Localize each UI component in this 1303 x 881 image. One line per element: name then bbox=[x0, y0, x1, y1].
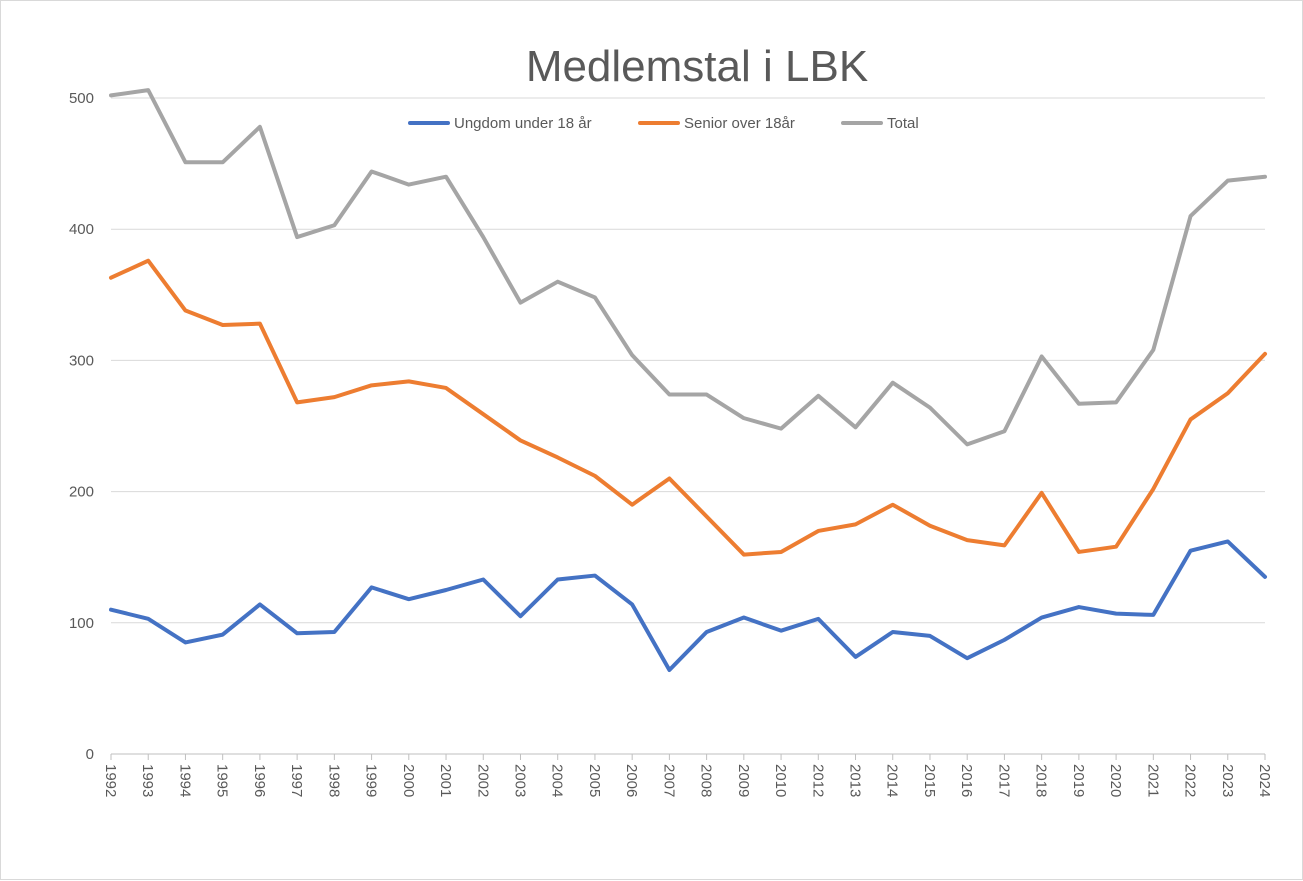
x-tick-label: 2013 bbox=[847, 764, 864, 797]
y-tick-label: 500 bbox=[69, 90, 94, 107]
series-lines bbox=[109, 88, 1267, 673]
y-tick-label: 200 bbox=[69, 484, 94, 501]
x-tick-label: 2018 bbox=[1033, 764, 1050, 797]
series-line-total bbox=[109, 88, 1267, 447]
x-tick-label: 2006 bbox=[623, 764, 640, 797]
y-tick-label: 300 bbox=[69, 352, 94, 369]
x-tick-label: 2010 bbox=[772, 764, 789, 797]
x-tick-label: 2020 bbox=[1107, 764, 1124, 797]
x-tick-label: 1992 bbox=[102, 764, 119, 797]
x-tick-label: 2003 bbox=[511, 764, 528, 797]
legend-label: Total bbox=[887, 115, 919, 132]
x-tick-label: 2007 bbox=[660, 764, 677, 797]
x-tick-label: 2005 bbox=[586, 764, 603, 797]
x-tick-label: 2000 bbox=[400, 764, 417, 797]
y-tick-label: 0 bbox=[86, 746, 94, 763]
x-tick-label: 1997 bbox=[288, 764, 305, 797]
y-tick-label: 400 bbox=[69, 221, 94, 238]
x-tick-label: 2008 bbox=[698, 764, 715, 797]
x-tick-label: 1999 bbox=[363, 764, 380, 797]
legend-label: Ungdom under 18 år bbox=[454, 115, 592, 132]
series-line-senior-over-18-r bbox=[109, 258, 1267, 557]
y-axis-ticks: 0 100 200 300 400 500 bbox=[69, 90, 94, 763]
legend-label: Senior over 18år bbox=[684, 115, 795, 132]
x-tick-label: 2022 bbox=[1182, 764, 1199, 797]
x-tick-label: 2002 bbox=[474, 764, 491, 797]
x-tick-label: 2004 bbox=[549, 764, 566, 797]
x-axis-ticks: 1992 1993 1994 1995 1996 1997 1998 1999 2000 2001… bbox=[102, 754, 1273, 797]
x-tick-label: 2014 bbox=[884, 764, 901, 797]
x-tick-label: 2009 bbox=[735, 764, 752, 797]
x-tick-label: 2012 bbox=[809, 764, 826, 797]
chart-title: Medlemstal i LBK bbox=[526, 42, 868, 91]
x-tick-label: 1998 bbox=[325, 764, 342, 797]
legend: Ungdom under 18 år Senior over 18år Total bbox=[408, 115, 919, 132]
x-tick-label: 1995 bbox=[214, 764, 231, 797]
x-tick-label: 1994 bbox=[176, 764, 193, 797]
x-tick-label: 1993 bbox=[139, 764, 156, 797]
x-tick-label: 2017 bbox=[995, 764, 1012, 797]
x-tick-label: 2021 bbox=[1144, 764, 1161, 797]
gridlines bbox=[111, 97, 1265, 755]
x-tick-label: 2024 bbox=[1256, 764, 1273, 797]
x-tick-label: 2001 bbox=[437, 764, 454, 797]
y-tick-label: 100 bbox=[69, 615, 94, 632]
x-tick-label: 2016 bbox=[958, 764, 975, 797]
x-tick-label: 2019 bbox=[1070, 764, 1087, 797]
x-tick-label: 2023 bbox=[1219, 764, 1236, 797]
x-tick-label: 1996 bbox=[251, 764, 268, 797]
x-tick-label: 2015 bbox=[921, 764, 938, 797]
series-line-ungdom-under-18-r bbox=[109, 539, 1267, 673]
